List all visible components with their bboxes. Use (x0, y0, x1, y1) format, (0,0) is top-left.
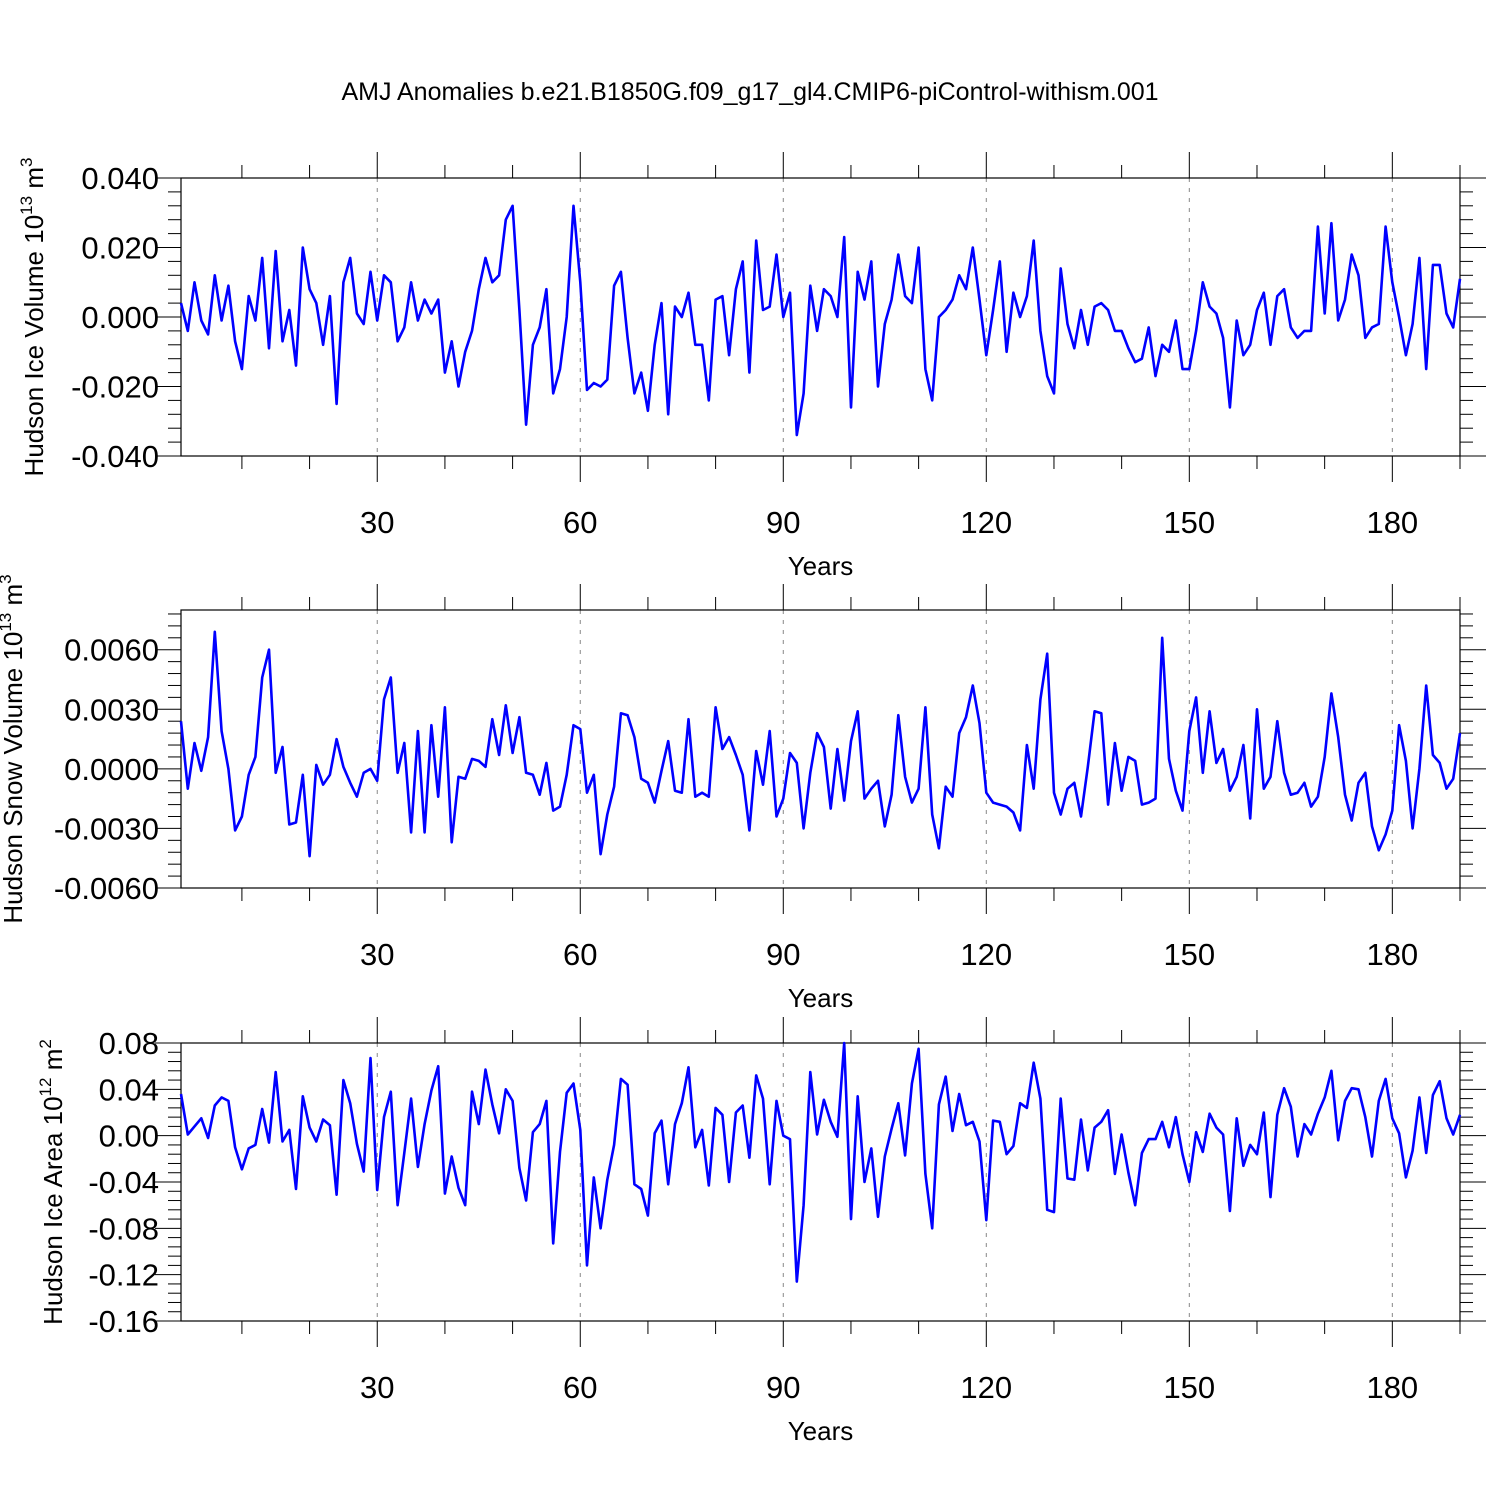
y-tick-label: 0.0030 (64, 692, 159, 727)
y-tick-label: -0.16 (88, 1304, 159, 1339)
x-axis-title: Years (788, 551, 854, 581)
x-axis-title: Years (788, 983, 854, 1013)
y-tick-label: 0.020 (81, 231, 159, 266)
chart-panel-1: -0.040 -0.020 0.000 0.020 0.040 30 60 90 120 150 1… (17, 152, 1486, 581)
x-tick-label: 60 (563, 1370, 597, 1405)
x-tick-label: 120 (960, 1370, 1012, 1405)
y-tick-label: 0.000 (81, 300, 159, 335)
y-tick-label: 0.04 (99, 1072, 159, 1107)
y-tick-label: -0.08 (88, 1211, 159, 1246)
x-tick-label: 30 (360, 937, 394, 972)
y-tick-label: -0.0030 (54, 811, 159, 846)
x-tick-label: 60 (563, 505, 597, 540)
y-tick-label: -0.04 (88, 1165, 159, 1200)
x-tick-label: 150 (1163, 937, 1215, 972)
x-tick-label: 60 (563, 937, 597, 972)
y-tick-label: 0.08 (99, 1026, 159, 1061)
x-tick-label: 120 (960, 505, 1012, 540)
x-tick-label: 120 (960, 937, 1012, 972)
chart-panel-2: -0.0060 -0.0030 0.0000 0.0030 0.0060 30 60 90 12… (0, 574, 1486, 1013)
x-tick-label: 180 (1366, 1370, 1418, 1405)
x-tick-label: 90 (766, 505, 800, 540)
y-axis-title: Hudson Snow Volume 1013 m3 (0, 574, 28, 923)
series-line-hudson-snow-volume (179, 630, 1462, 858)
y-tick-label: -0.040 (71, 439, 159, 474)
x-tick-label: 90 (766, 937, 800, 972)
x-tick-label: 180 (1366, 937, 1418, 972)
x-tick-label: 150 (1163, 505, 1215, 540)
x-tick-label: 30 (360, 505, 394, 540)
y-tick-label: 0.040 (81, 161, 159, 196)
plot-frame (180, 609, 1461, 889)
y-tick-label: -0.12 (88, 1258, 159, 1293)
y-tick-label: -0.0060 (54, 871, 159, 906)
x-tick-label: 90 (766, 1370, 800, 1405)
x-tick-label: 180 (1366, 505, 1418, 540)
y-axis-title: Hudson Ice Volume 1013 m3 (17, 158, 49, 477)
y-axis-title: Hudson Ice Area 1012 m2 (36, 1039, 68, 1325)
x-axis-title: Years (788, 1416, 854, 1446)
x-tick-label: 30 (360, 1370, 394, 1405)
y-tick-label: 0.0000 (64, 752, 159, 787)
y-tick-label: -0.020 (71, 370, 159, 405)
series-line-hudson-ice-area (179, 1041, 1462, 1283)
y-tick-label: 0.0060 (64, 633, 159, 668)
series-line-hudson-ice-volume (179, 204, 1462, 437)
page-title: AMJ Anomalies b.e21.B1850G.f09_g17_gl4.C… (341, 78, 1159, 106)
x-tick-label: 150 (1163, 1370, 1215, 1405)
chart-panel-3: -0.16 -0.12 -0.08 -0.04 0.00 0.04 0.08 30 60 90 12… (36, 1017, 1486, 1446)
y-tick-label: 0.00 (99, 1119, 159, 1154)
